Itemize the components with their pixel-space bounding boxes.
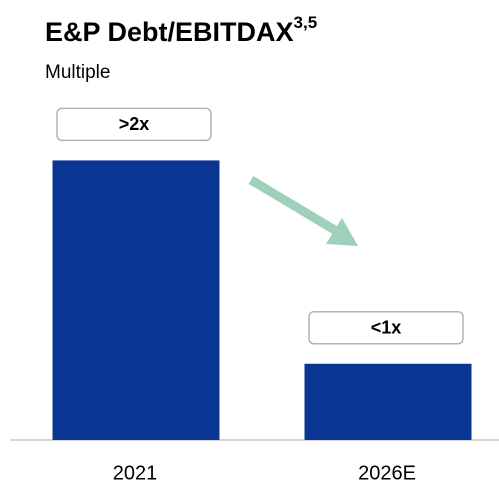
arrow-head (326, 218, 358, 246)
chart-subtitle: Multiple (45, 62, 110, 83)
value-label-box (308, 311, 464, 345)
value-label-box (56, 107, 212, 142)
bar (52, 160, 220, 440)
x-tick-label: 2026E (358, 462, 416, 484)
chart-title: E&P Debt/EBITDAX3,5 (45, 13, 317, 47)
title-superscript: 3,5 (294, 13, 318, 32)
trend-arrow (248, 176, 358, 246)
title-text: E&P Debt/EBITDAX (45, 17, 294, 47)
value-label: >2x (119, 114, 150, 134)
x-tick-label: 2021 (113, 462, 158, 484)
value-label: <1x (371, 318, 402, 338)
bar (304, 363, 472, 440)
arrow-shaft (248, 176, 341, 236)
